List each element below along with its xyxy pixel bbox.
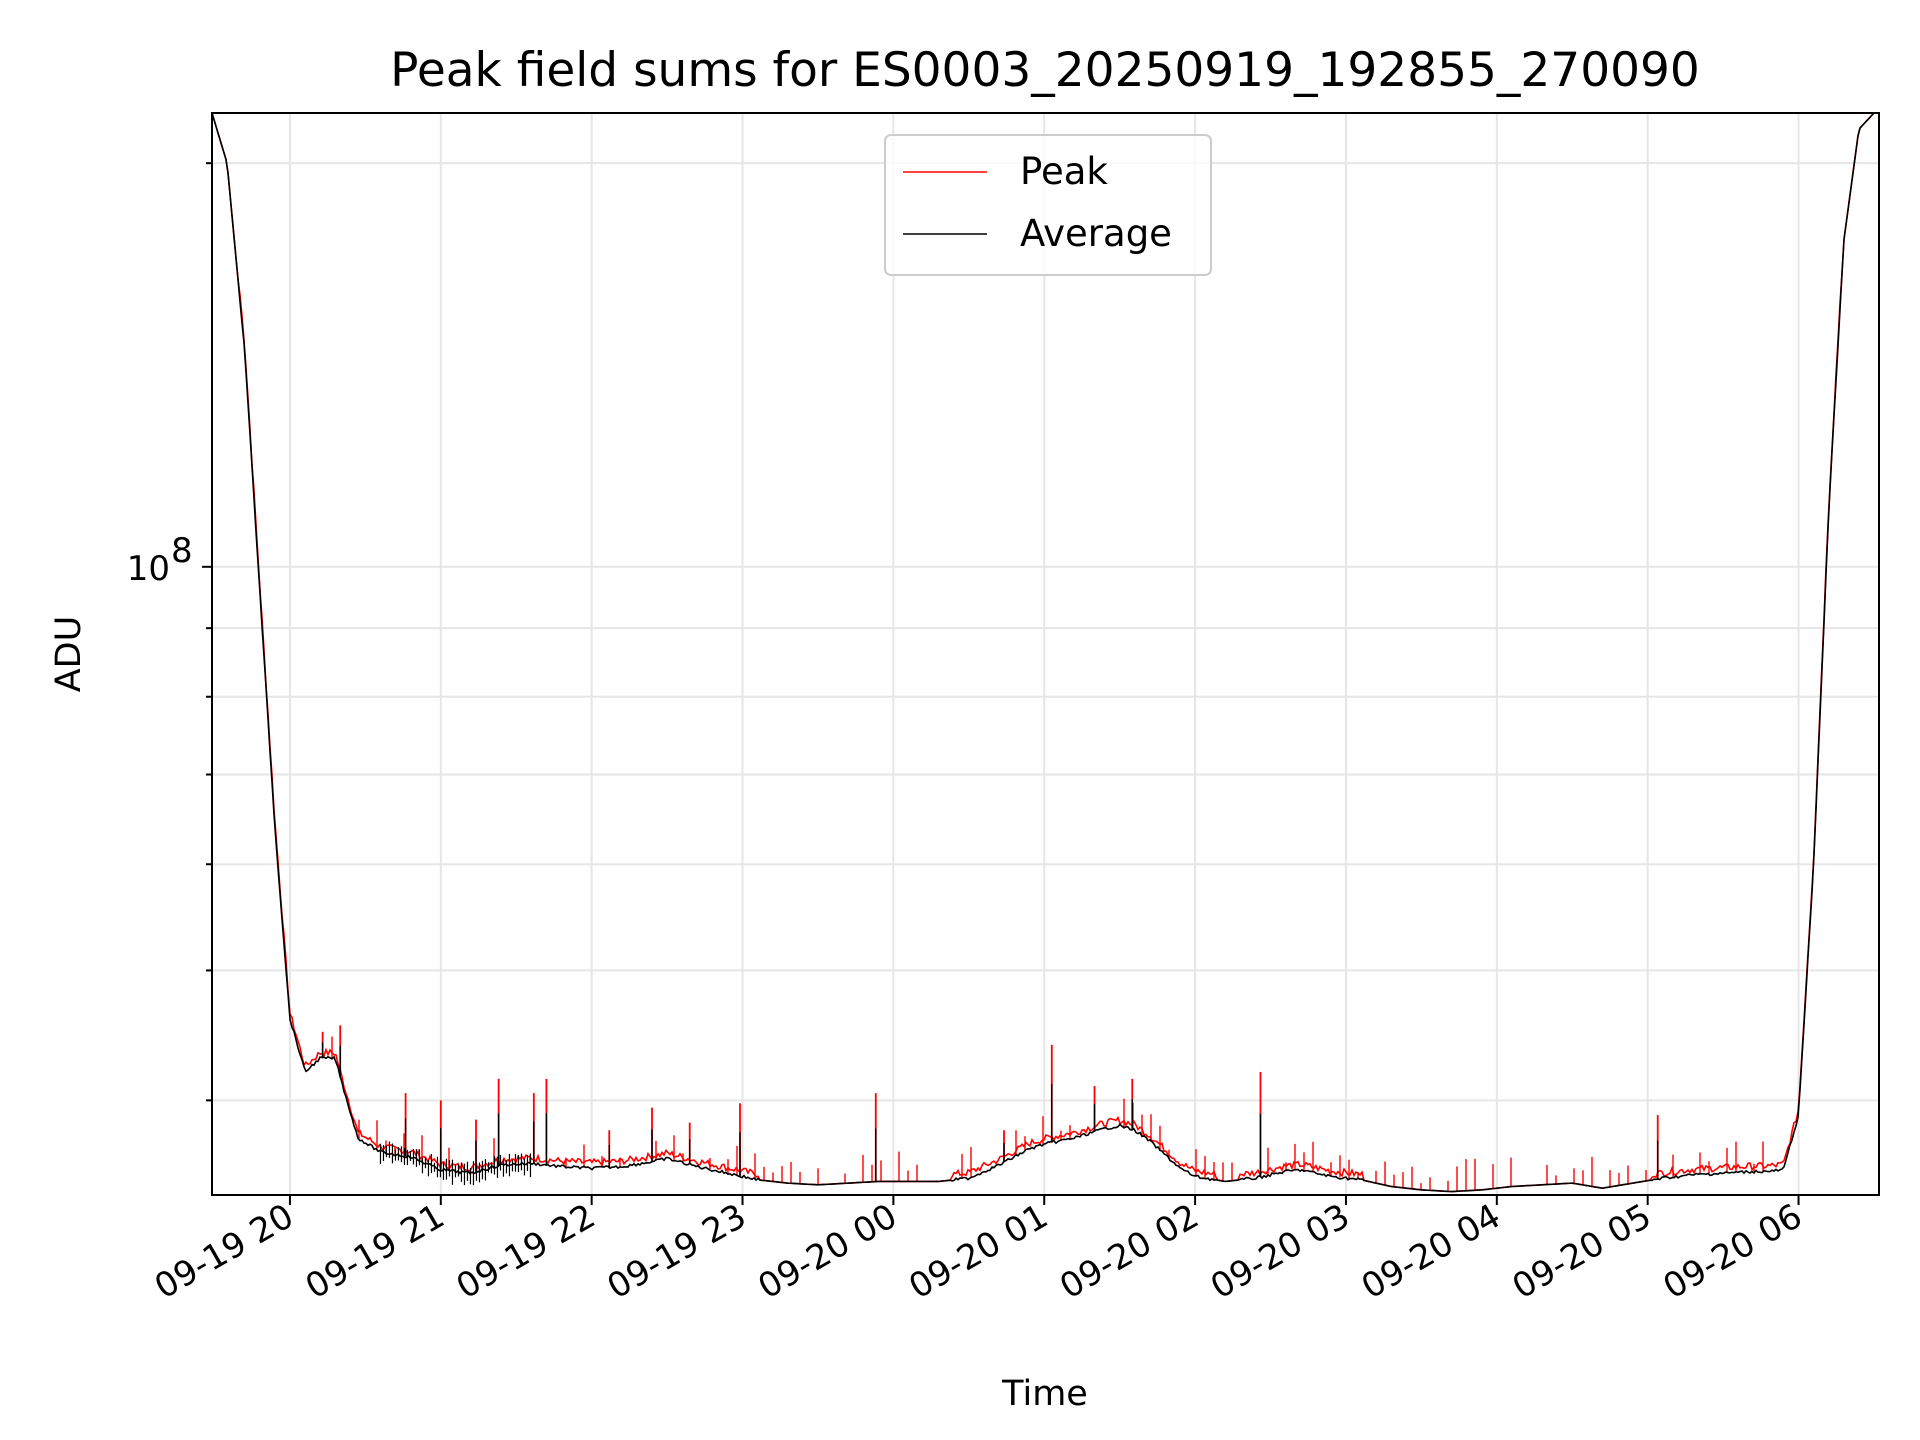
y-tick-label-exponent: 8 bbox=[171, 531, 193, 571]
y-axis-label: ADU bbox=[49, 616, 89, 693]
legend-label-average: Average bbox=[1020, 212, 1172, 255]
series-line-average bbox=[211, 112, 1878, 1193]
legend-label-peak: Peak bbox=[1020, 150, 1108, 193]
x-axis-label: Time bbox=[1001, 1374, 1088, 1414]
legend-box bbox=[884, 134, 1212, 276]
series-layer bbox=[211, 112, 1878, 1193]
grid bbox=[212, 113, 1879, 1195]
chart-title: Peak field sums for ES0003_20250919_1928… bbox=[390, 43, 1700, 98]
y-tick-label: 10 bbox=[127, 549, 170, 589]
legend: Peak Average bbox=[884, 134, 1212, 276]
plot-frame bbox=[211, 112, 1880, 1196]
